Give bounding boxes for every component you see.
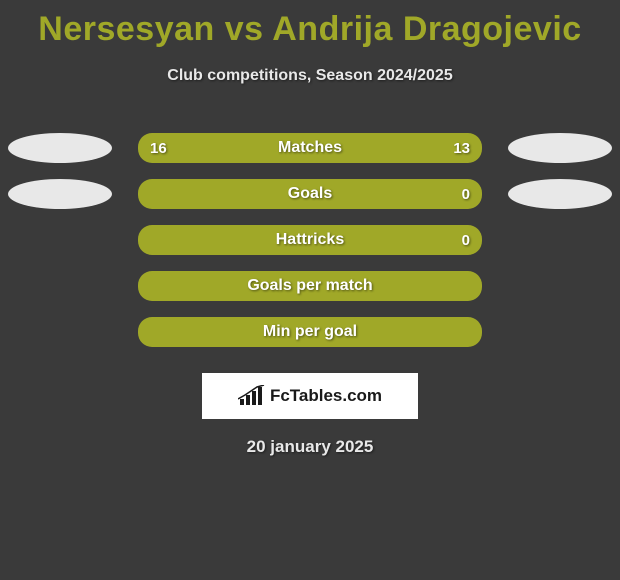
stat-label: Hattricks (276, 231, 344, 249)
date-text: 20 january 2025 (0, 437, 620, 457)
stat-label: Min per goal (263, 323, 357, 341)
stat-row: Goals 0 (0, 171, 620, 217)
stat-value-right: 0 (462, 232, 470, 249)
logo-text: FcTables.com (270, 386, 382, 406)
page-title: Nersesyan vs Andrija Dragojevic (0, 0, 620, 49)
stat-row: 16 Matches 13 (0, 125, 620, 171)
stat-rows: 16 Matches 13 Goals 0 Hattricks 0 Goals per mat… (0, 125, 620, 355)
stat-label: Matches (278, 139, 342, 157)
stat-row: Hattricks 0 (0, 217, 620, 263)
stat-bar: Goals per match (138, 271, 482, 301)
player-left-ellipse (8, 133, 112, 163)
stat-row: Goals per match (0, 263, 620, 309)
stat-value-right: 0 (462, 186, 470, 203)
logo-box: FcTables.com (202, 373, 418, 419)
stat-value-left: 16 (150, 140, 167, 157)
stat-label: Goals per match (247, 277, 372, 295)
player-left-ellipse (8, 179, 112, 209)
stat-bar: 16 Matches 13 (138, 133, 482, 163)
player-right-ellipse (508, 179, 612, 209)
stat-bar: Goals 0 (138, 179, 482, 209)
stat-bar: Min per goal (138, 317, 482, 347)
page-subtitle: Club competitions, Season 2024/2025 (0, 67, 620, 85)
stat-value-right: 13 (453, 140, 470, 157)
stat-bar: Hattricks 0 (138, 225, 482, 255)
bar-chart-icon (238, 385, 266, 407)
stat-row: Min per goal (0, 309, 620, 355)
stat-label: Goals (288, 185, 332, 203)
player-right-ellipse (508, 133, 612, 163)
